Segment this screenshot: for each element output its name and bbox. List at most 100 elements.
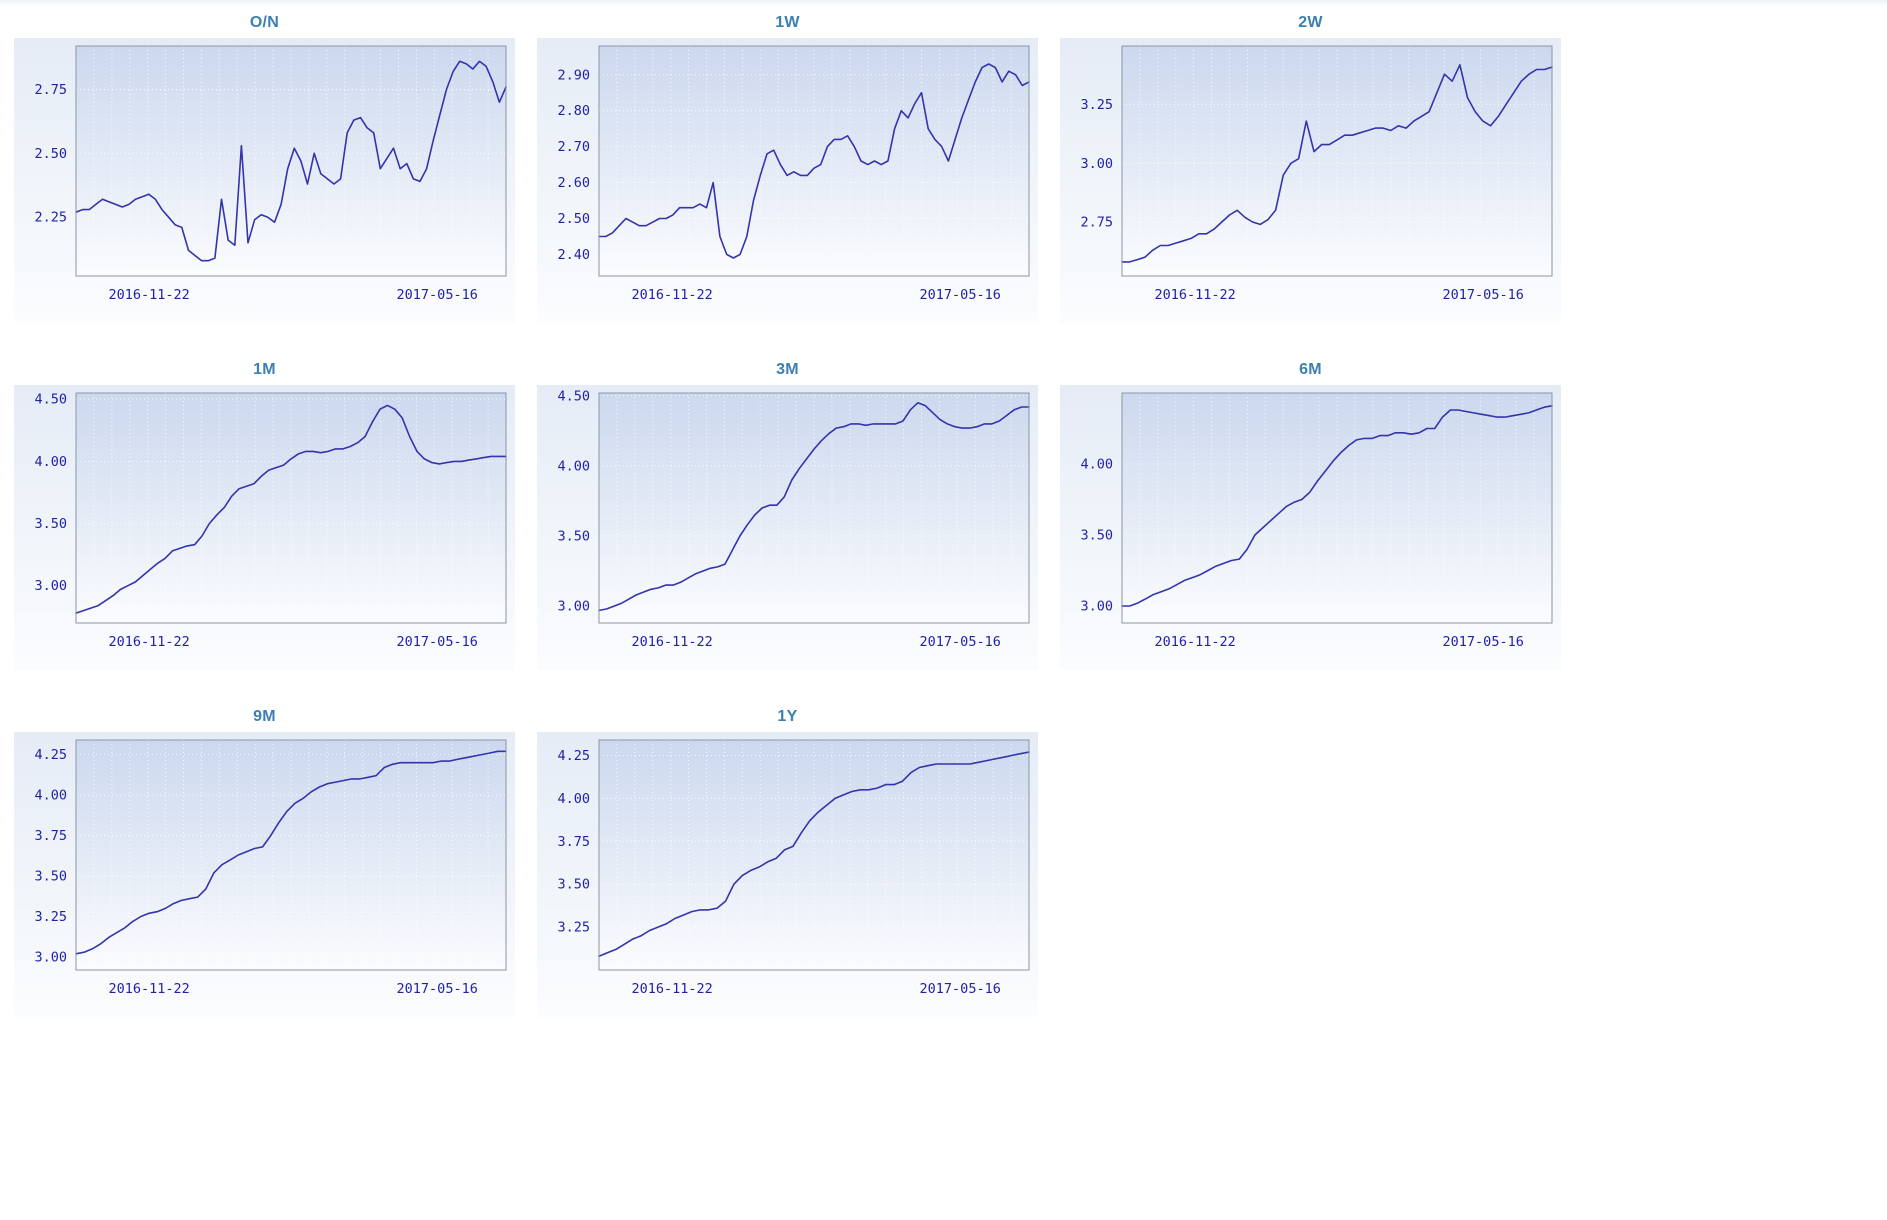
x-tick-label: 2017-05-16 (397, 634, 478, 650)
y-tick-label: 2.90 (557, 67, 590, 83)
x-tick-label: 2016-11-22 (108, 287, 189, 303)
y-tick-label: 3.00 (34, 950, 67, 966)
y-tick-label: 2.50 (557, 211, 590, 227)
chart-title: 9M (253, 708, 276, 725)
chart-card: 2.25 2.50 2.75 2016-11-22 2017-05-16 (14, 38, 515, 323)
chart-card: 3.00 3.25 3.50 3.75 4.00 4.25 2016-11-22 2017-0… (14, 732, 515, 1017)
chart-card: 2.75 3.00 3.25 2016-11-22 2017-05-16 (1060, 38, 1561, 323)
x-tick-label: 2017-05-16 (920, 634, 1001, 650)
y-tick-label: 3.50 (1080, 527, 1113, 543)
x-tick-label: 2016-11-22 (631, 287, 712, 303)
x-tick-label: 2017-05-16 (1443, 634, 1524, 650)
y-tick-label: 2.25 (34, 210, 67, 226)
y-tick-label: 2.60 (557, 175, 590, 191)
y-tick-label: 3.00 (34, 578, 67, 594)
x-tick-label: 2016-11-22 (631, 634, 712, 650)
chart-canvas: 3.00 3.50 4.00 4.50 2016-11-22 2017-05-16 (34, 392, 507, 650)
chart-canvas: 3.00 3.25 3.50 3.75 4.00 4.25 2016-11-22 2017-0… (34, 739, 507, 997)
plot-border (75, 739, 507, 971)
y-tick-label: 3.50 (557, 877, 590, 893)
chart-tile: 6M 3.00 3.50 4.00 2016-11-22 2017-05-16 (1060, 361, 1561, 670)
chart-title: 6M (1299, 361, 1322, 378)
plot-area (1122, 393, 1552, 623)
y-tick-label: 3.00 (557, 599, 590, 615)
series-line (598, 401, 1030, 612)
y-tick-label: 4.00 (34, 454, 67, 470)
chart-canvas: 2.75 3.00 3.25 2016-11-22 2017-05-16 (1080, 45, 1553, 303)
plot-area (1122, 46, 1552, 276)
chart-canvas: 3.00 3.50 4.00 4.50 2016-11-22 2017-05-16 (557, 388, 1030, 650)
chart-tile: 1W 2.40 2.50 2.60 2.70 2.80 2.90 2016-11-22 201… (537, 14, 1038, 323)
chart-title: 3M (776, 361, 799, 378)
y-tick-label: 2.75 (1080, 215, 1113, 231)
plot-border (598, 739, 1030, 971)
plot-border (598, 392, 1030, 624)
plot-area (76, 393, 506, 623)
y-tick-label: 3.50 (34, 516, 67, 532)
chart-tile: O/N 2.25 2.50 2.75 2016-11-22 2017-05-16 (14, 14, 515, 323)
chart-canvas: 3.00 3.50 4.00 2016-11-22 2017-05-16 (1080, 392, 1553, 650)
x-tick-label: 2017-05-16 (920, 981, 1001, 997)
chart-card: 2.40 2.50 2.60 2.70 2.80 2.90 2016-11-22 2017-0… (537, 38, 1038, 323)
y-tick-label: 4.00 (557, 458, 590, 474)
series-line (598, 751, 1030, 958)
y-tick-label: 3.75 (557, 834, 590, 850)
x-tick-label: 2017-05-16 (1443, 287, 1524, 303)
charts-grid: O/N 2.25 2.50 2.75 2016-11-22 2017-05-16 1W … (0, 6, 1887, 1017)
chart-tile: 1M 3.00 3.50 4.00 4.50 2016-11-22 2017-05-16 (14, 361, 515, 670)
y-tick-label: 2.75 (34, 82, 67, 98)
chart-title: 1M (253, 361, 276, 378)
plot-border (75, 392, 507, 624)
y-tick-label: 3.25 (34, 909, 67, 925)
plot-border (1121, 45, 1553, 277)
y-tick-label: 4.50 (34, 392, 67, 408)
series-line (1121, 404, 1553, 607)
y-tick-label: 3.75 (34, 828, 67, 844)
x-tick-label: 2017-05-16 (920, 287, 1001, 303)
plot-border (1121, 392, 1553, 624)
y-tick-label: 3.00 (1080, 598, 1113, 614)
series-line (75, 60, 507, 262)
x-tick-label: 2016-11-22 (108, 981, 189, 997)
series-line (75, 404, 507, 614)
x-tick-label: 2016-11-22 (1154, 287, 1235, 303)
y-tick-label: 4.50 (557, 388, 590, 404)
series-line (1121, 63, 1553, 263)
chart-card: 3.25 3.50 3.75 4.00 4.25 2016-11-22 2017-05-16 (537, 732, 1038, 1017)
plot-area (599, 740, 1029, 970)
chart-title: 1Y (777, 708, 798, 725)
y-tick-label: 4.25 (34, 747, 67, 763)
x-tick-label: 2016-11-22 (108, 634, 189, 650)
x-tick-label: 2017-05-16 (397, 981, 478, 997)
chart-tile: 9M 3.00 3.25 3.50 3.75 4.00 4.25 2016-11-22 201… (14, 708, 515, 1017)
y-tick-label: 4.00 (34, 788, 67, 804)
chart-card: 3.00 3.50 4.00 4.50 2016-11-22 2017-05-16 (14, 385, 515, 670)
chart-title: 1W (775, 14, 800, 31)
plot-border (598, 45, 1030, 277)
plot-area (599, 46, 1029, 276)
y-tick-label: 2.40 (557, 247, 590, 263)
y-tick-label: 2.80 (557, 103, 590, 119)
x-tick-label: 2016-11-22 (631, 981, 712, 997)
y-tick-label: 3.50 (34, 869, 67, 885)
y-tick-label: 2.70 (557, 139, 590, 155)
y-tick-label: 4.25 (557, 748, 590, 764)
series-line (75, 750, 507, 955)
chart-tile: 3M 3.00 3.50 4.00 4.50 2016-11-22 2017-05-16 (537, 361, 1038, 670)
plot-border (75, 45, 507, 277)
y-tick-label: 4.00 (1080, 456, 1113, 472)
x-tick-label: 2017-05-16 (397, 287, 478, 303)
x-tick-label: 2016-11-22 (1154, 634, 1235, 650)
chart-title: O/N (249, 14, 280, 31)
chart-card: 3.00 3.50 4.00 4.50 2016-11-22 2017-05-16 (537, 385, 1038, 670)
top-strip (0, 0, 1887, 6)
chart-canvas: 3.25 3.50 3.75 4.00 4.25 2016-11-22 2017-05-16 (557, 739, 1030, 997)
y-tick-label: 3.50 (557, 529, 590, 545)
chart-tile: 2W 2.75 3.00 3.25 2016-11-22 2017-05-16 (1060, 14, 1561, 323)
plot-area (76, 740, 506, 970)
y-tick-label: 4.00 (557, 791, 590, 807)
series-line (598, 63, 1030, 259)
y-tick-label: 2.50 (34, 146, 67, 162)
y-tick-label: 3.25 (557, 920, 590, 936)
y-tick-label: 3.25 (1080, 97, 1113, 113)
